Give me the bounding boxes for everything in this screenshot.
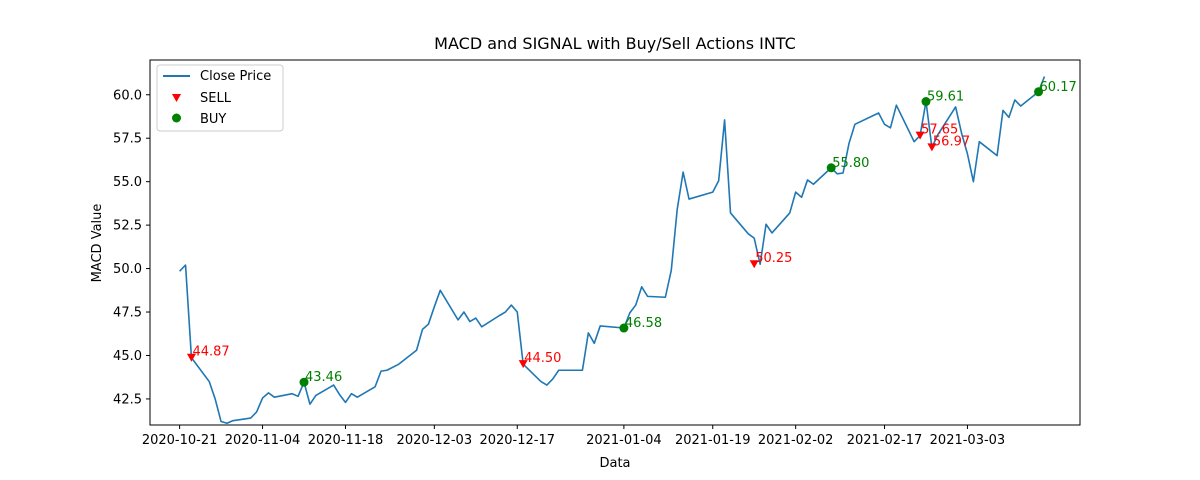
legend-buy-label: BUY bbox=[200, 112, 226, 127]
x-tick-label: 2021-02-02 bbox=[758, 433, 834, 448]
buy-marker bbox=[921, 97, 931, 107]
sell-label: 57.65 bbox=[921, 123, 958, 138]
buy-marker bbox=[619, 323, 629, 333]
chart-title: MACD and SIGNAL with Buy/Sell Actions IN… bbox=[434, 34, 796, 53]
sell-label: 44.50 bbox=[524, 351, 561, 366]
y-tick-label: 45.0 bbox=[113, 349, 142, 364]
y-tick-label: 42.5 bbox=[113, 392, 142, 407]
x-axis-title: Data bbox=[599, 456, 630, 471]
legend-sell-marker bbox=[172, 94, 181, 102]
buy-marker bbox=[299, 377, 309, 387]
x-tick-label: 2020-12-03 bbox=[397, 433, 473, 448]
sell-marker bbox=[915, 131, 925, 140]
y-tick-label: 60.0 bbox=[113, 88, 142, 103]
legend-box bbox=[156, 64, 284, 132]
sell-marker bbox=[927, 143, 937, 152]
y-tick-label: 50.0 bbox=[113, 262, 142, 277]
y-tick-label: 57.5 bbox=[113, 132, 142, 147]
x-tick-label: 2020-11-04 bbox=[225, 433, 301, 448]
legend: Close Price SELL BUY bbox=[156, 64, 284, 132]
y-tick-label: 47.5 bbox=[113, 306, 142, 321]
buy-label: 55.80 bbox=[832, 156, 869, 171]
x-tick-label: 2021-03-03 bbox=[930, 433, 1006, 448]
buy-label: 46.58 bbox=[625, 316, 662, 331]
y-tick-label: 55.0 bbox=[113, 175, 142, 190]
x-axis: 2020-10-21 2020-11-04 2020-11-18 2020-12-03… bbox=[142, 425, 1005, 448]
y-axis-title: MACD Value bbox=[90, 204, 105, 283]
x-tick-label: 2020-11-18 bbox=[308, 433, 384, 448]
sell-marker bbox=[186, 353, 196, 362]
sell-label: 44.87 bbox=[192, 345, 229, 360]
x-tick-label: 2021-01-04 bbox=[586, 433, 662, 448]
x-tick-label: 2020-10-21 bbox=[142, 433, 218, 448]
sell-label: 56.97 bbox=[933, 134, 970, 149]
legend-close-label: Close Price bbox=[200, 69, 271, 84]
close-price-line bbox=[179, 76, 1046, 425]
y-tick-label: 52.5 bbox=[113, 219, 142, 234]
x-tick-label: 2021-02-17 bbox=[847, 433, 923, 448]
x-tick-label: 2021-01-19 bbox=[675, 433, 751, 448]
buy-label: 60.17 bbox=[1040, 80, 1077, 95]
buy-marker bbox=[1034, 87, 1044, 97]
sell-marker bbox=[749, 260, 759, 269]
buy-label: 43.46 bbox=[305, 370, 342, 385]
y-axis: 42.5 45.0 47.5 50.0 52.5 55.0 57.5 60.0 bbox=[113, 88, 150, 407]
sell-marker bbox=[518, 360, 528, 369]
legend-sell-label: SELL bbox=[200, 91, 232, 106]
x-tick-label: 2020-12-17 bbox=[479, 433, 555, 448]
plot-area bbox=[150, 60, 1080, 425]
sell-label: 50.25 bbox=[755, 251, 792, 266]
plot-frame bbox=[149, 59, 1081, 426]
buy-marker bbox=[826, 163, 836, 173]
legend-buy-marker bbox=[172, 113, 181, 123]
buy-label: 59.61 bbox=[927, 90, 964, 105]
